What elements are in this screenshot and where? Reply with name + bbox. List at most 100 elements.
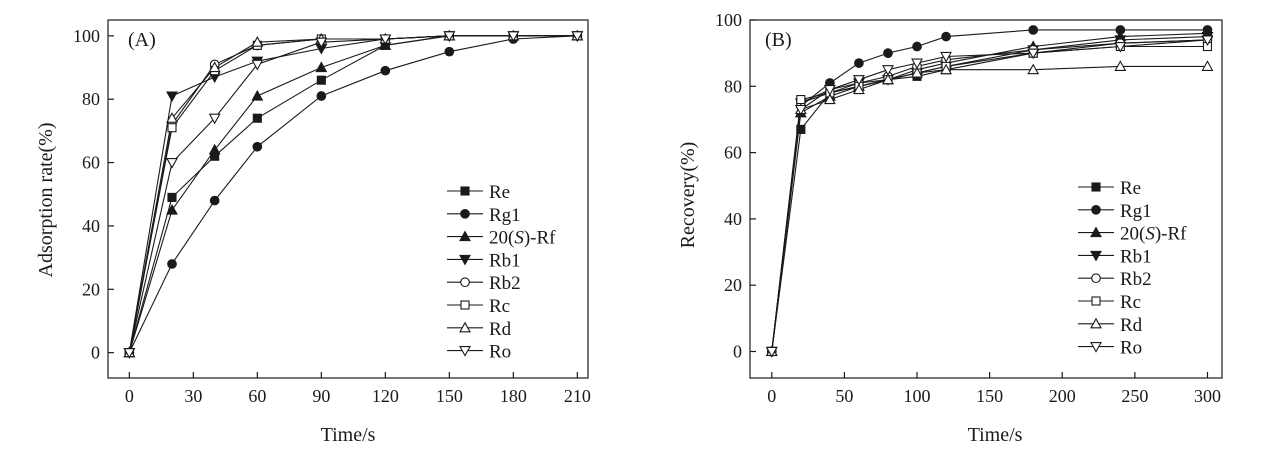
panel-a-point-ro xyxy=(251,59,264,71)
panel-b-point-rc xyxy=(796,95,806,105)
panel-a-point-ro xyxy=(507,31,520,42)
panel-b-point-ro xyxy=(1201,35,1214,47)
panel-a-legend-marker-rb2 xyxy=(460,277,470,288)
panel-b-legend-label-rb1: Rb1 xyxy=(1120,246,1152,267)
panel-a-point-20-s-rf xyxy=(208,143,221,155)
panel-a-x-tick-label: 0 xyxy=(125,386,134,406)
panel-a-x-tick-label: 210 xyxy=(564,386,591,406)
panel-b-y-tick-label: 60 xyxy=(724,143,742,163)
panel-a-point-20-s-rf xyxy=(166,203,178,215)
panel-b-x-tick-label: 250 xyxy=(1121,386,1148,406)
panel-a-legend-marker-rg1 xyxy=(460,208,470,219)
panel-b-point-ro xyxy=(852,75,865,86)
panel-a-legend-label-rc: Rc xyxy=(489,296,510,317)
panel-a-legend-marker-rd xyxy=(459,321,471,333)
panel-b-x-tick-label: 100 xyxy=(904,386,931,406)
panel-b-point-rg1 xyxy=(883,48,893,58)
panel-b-legend-marker-ro xyxy=(1090,342,1102,353)
panel-b-legend-label-20-s-rf: 20(S)-Rf xyxy=(1120,224,1187,245)
panel-a-x-tick-label: 60 xyxy=(248,386,266,406)
panel-a-chart: (A) Time/s Adsorption rate(%) 0 30 60 90 120… xyxy=(35,19,591,446)
panel-a-point-re xyxy=(316,75,326,85)
panel-b-point-ro xyxy=(911,58,923,70)
panel-b-y-tick-label: 20 xyxy=(724,275,742,295)
panel-a-legend-label-20-s-rf: 20(S)-Rf xyxy=(489,228,556,249)
panel-a-point-ro xyxy=(443,31,456,42)
panel-a-point-rg1 xyxy=(316,91,327,101)
panel-b-legend-label-rc: Rc xyxy=(1120,292,1141,313)
panel-b-point-rg1 xyxy=(912,41,922,52)
panel-a-y-tick-label: 80 xyxy=(82,89,100,109)
panel-a-legend-label-rd: Rd xyxy=(489,319,512,340)
panel-b-point-ro xyxy=(882,65,894,76)
panel-a-point-20-s-rf xyxy=(315,61,328,73)
panel-a-legend-marker-rb1 xyxy=(459,254,471,266)
panel-a-tag: (A) xyxy=(128,29,156,51)
panel-b-point-rd xyxy=(1114,60,1127,71)
panel-b-point-rg1 xyxy=(1028,25,1039,35)
panel-a-point-rd xyxy=(208,61,221,73)
panel-b-point-rd xyxy=(823,93,836,105)
panel-b-point-rd xyxy=(940,63,952,75)
panel-b-point-rg1 xyxy=(941,31,951,42)
panel-b-chart: (B) Time/s Recovery(%) 0 50 100 150 200 250 30… xyxy=(677,10,1223,446)
panel-a-point-ro xyxy=(571,31,584,42)
panel-a-point-rg1 xyxy=(167,259,177,269)
panel-b-x-tick-label: 0 xyxy=(767,386,776,406)
panel-b-legend-marker-rb2 xyxy=(1091,273,1101,284)
panel-a-legend-marker-re xyxy=(460,186,470,196)
panel-b-legend-label-rb2: Rb2 xyxy=(1120,269,1152,290)
panel-b-y-tick-label: 80 xyxy=(724,76,742,96)
panel-b-legend-label-rd: Rd xyxy=(1120,315,1143,336)
panel-b-point-ro xyxy=(1114,41,1127,53)
panel-a-y-axis-label: Adsorption rate(%) xyxy=(35,123,57,278)
panel-a-legend-label-rb1: Rb1 xyxy=(489,250,521,271)
panel-b-series-line-rc xyxy=(771,45,1208,352)
panel-b-point-rg1 xyxy=(854,58,864,68)
panel-a-legend-marker-rc xyxy=(460,300,470,310)
panel-b-legend-marker-rc xyxy=(1091,296,1101,306)
panel-b-plot-frame xyxy=(749,19,1223,379)
panel-a-point-re xyxy=(252,113,262,123)
panel-b-legend-marker-rb1 xyxy=(1090,250,1102,262)
panel-b-legend-marker-rd xyxy=(1090,317,1102,329)
panel-b-point-ro xyxy=(1027,48,1040,60)
panel-b-legend-label-ro: Ro xyxy=(1120,338,1142,359)
panel-a-y-tick-label: 100 xyxy=(73,26,100,46)
panel-a-point-ro xyxy=(166,158,178,169)
panel-b-point-ro xyxy=(794,104,807,116)
panel-b-x-tick-label: 300 xyxy=(1194,386,1221,406)
panel-a-point-ro xyxy=(315,37,328,49)
panel-b-y-tick-label: 100 xyxy=(715,10,742,30)
panel-b-point-rd xyxy=(911,66,923,78)
panel-b-y-tick-label: 0 xyxy=(733,341,742,361)
panel-a-legend-label-re: Re xyxy=(489,182,510,203)
panel-b-series-line-rd xyxy=(771,65,1208,352)
panel-b-series-line-rg1 xyxy=(771,29,1208,352)
panel-a-point-ro xyxy=(379,34,392,46)
panel-a-point-20-s-rf xyxy=(251,89,264,101)
panel-b-x-axis-label: Time/s xyxy=(968,424,1023,446)
panel-b-series-line-rb2 xyxy=(771,39,1208,352)
panel-a-y-tick-label: 60 xyxy=(82,153,100,173)
panel-b-legend-marker-re xyxy=(1091,182,1101,192)
panel-a-plot-frame xyxy=(107,19,589,379)
panel-b-point-re xyxy=(796,124,806,134)
panel-a-point-ro xyxy=(123,348,136,359)
panel-a-point-ro xyxy=(208,113,221,125)
panel-a-x-tick-label: 150 xyxy=(436,386,463,406)
panel-a-point-rg1 xyxy=(252,141,263,152)
panel-b-point-rd xyxy=(882,73,894,85)
panel-a-point-re xyxy=(167,192,177,202)
panel-b-point-ro xyxy=(823,85,836,96)
panel-a-point-rd xyxy=(251,36,264,47)
panel-b-point-ro xyxy=(765,346,778,358)
panel-b-legend-marker-20-s-rf xyxy=(1090,226,1102,238)
panel-b-point-ro xyxy=(940,51,952,63)
panel-a-x-tick-label: 120 xyxy=(372,386,399,406)
panel-a-legend-label-rg1: Rg1 xyxy=(489,205,521,226)
panel-a-legend-marker-20-s-rf xyxy=(459,230,471,242)
